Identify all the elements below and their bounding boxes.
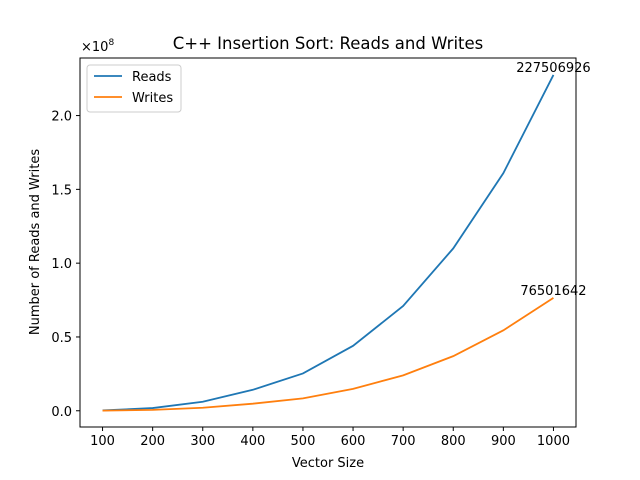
- y-axis-label: Number of Reads and Writes: [28, 149, 43, 335]
- data-annotation: 76501642: [520, 284, 586, 299]
- x-tick-label: 300: [190, 434, 215, 449]
- plot-frame: [79, 57, 577, 428]
- x-tick-label: 900: [491, 434, 516, 449]
- series-line-reads: [102, 74, 555, 412]
- y-offset-base: ×10: [81, 40, 108, 55]
- y-offset-exponent: 8: [108, 38, 114, 48]
- y-tick-label: 1.0: [51, 257, 72, 272]
- y-tick-label: 2.0: [51, 110, 72, 125]
- chart-title: C++ Insertion Sort: Reads and Writes: [173, 34, 484, 53]
- data-annotation: 227506926: [516, 61, 590, 76]
- annotations: 227506926 76501642: [516, 61, 590, 299]
- x-axis-label: Vector Size: [292, 456, 364, 471]
- legend-label-reads: Reads: [132, 70, 172, 85]
- x-tick-label: 200: [140, 434, 165, 449]
- x-axis: 100 200 300 400 500 600 700 800 900 1000: [90, 427, 570, 449]
- x-tick-label: 400: [240, 434, 265, 449]
- y-axis: 0.0 0.5 1.0 1.5 2.0: [51, 110, 80, 420]
- plot-lines: [102, 74, 555, 412]
- x-tick-label: 1000: [537, 434, 570, 449]
- x-tick-label: 100: [90, 434, 115, 449]
- x-tick-label: 600: [341, 434, 366, 449]
- y-tick-label: 0.5: [51, 331, 72, 346]
- legend: Reads Writes: [86, 64, 182, 113]
- legend-label-writes: Writes: [132, 91, 173, 106]
- x-tick-label: 800: [441, 434, 466, 449]
- y-offset-label: ×108: [81, 38, 114, 55]
- x-tick-label: 500: [291, 434, 316, 449]
- y-tick-label: 1.5: [51, 183, 72, 198]
- y-tick-label: 0.0: [51, 405, 72, 420]
- series-line-writes: [102, 297, 554, 412]
- x-tick-label: 700: [391, 434, 416, 449]
